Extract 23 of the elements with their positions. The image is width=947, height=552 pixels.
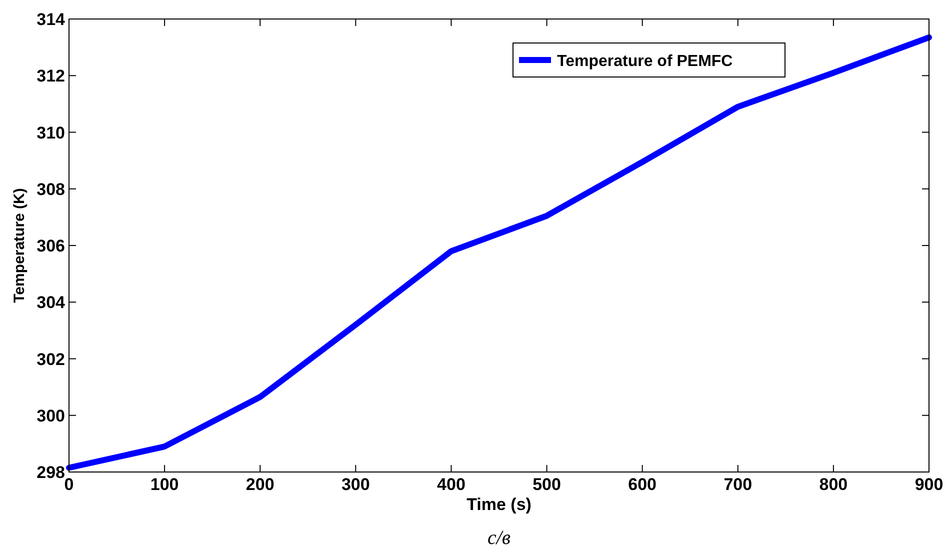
y-tick-label: 298 <box>36 463 65 482</box>
x-tick-label: 900 <box>914 475 944 494</box>
y-tick-label: 308 <box>36 180 65 199</box>
x-tick-label: 500 <box>532 475 561 494</box>
x-tick-label: 700 <box>724 475 752 494</box>
y-tick-label: 302 <box>36 350 65 369</box>
y-tick-label: 306 <box>36 236 65 256</box>
x-tick-label: 400 <box>437 475 466 494</box>
y-axis-title: Temperature (K) <box>11 188 28 303</box>
x-tick-label: 200 <box>246 475 274 494</box>
y-tick-label: 300 <box>36 406 65 426</box>
x-tick-label: 0 <box>64 475 74 494</box>
text: c/в <box>487 527 511 549</box>
y-tick-label: 312 <box>36 66 65 86</box>
x-tick-label: 600 <box>628 475 657 494</box>
x-tick-label: 300 <box>341 475 370 494</box>
y-tick-label: 304 <box>36 293 66 312</box>
x-axis-title: Time (s) <box>466 495 532 514</box>
y-tick-label: 314 <box>36 10 66 29</box>
x-tick-label: 100 <box>150 475 179 494</box>
y-tick-label: 310 <box>36 123 65 142</box>
legend-label: Temperature of PEMFC <box>557 53 734 70</box>
x-tick-label: 800 <box>819 475 848 494</box>
